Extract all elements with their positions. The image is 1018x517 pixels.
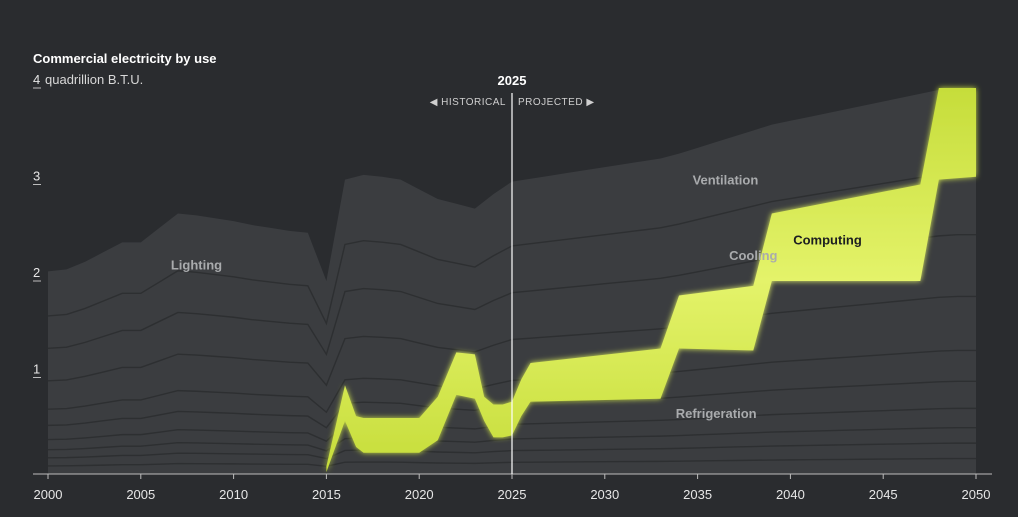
x-tick-label-2010: 2010 (219, 487, 248, 502)
area-label-cooling: Cooling (729, 248, 777, 263)
historical-label: ◀ HISTORICAL (430, 97, 506, 108)
divider-year-label: 2025 (498, 73, 527, 88)
x-tick-label-2025: 2025 (498, 487, 527, 502)
y-tick-label-3: 3 (33, 169, 40, 184)
x-tick-label-2015: 2015 (312, 487, 341, 502)
x-tick-label-2045: 2045 (869, 487, 898, 502)
x-tick-label-2030: 2030 (590, 487, 619, 502)
x-tick-label-2000: 2000 (34, 487, 63, 502)
area-label-lighting: Lighting (171, 257, 222, 272)
y-tick-label-1: 1 (33, 362, 40, 377)
x-tick-label-2020: 2020 (405, 487, 434, 502)
computing-area (326, 88, 976, 473)
highlight-layer (326, 88, 976, 473)
x-tick-label-2050: 2050 (962, 487, 991, 502)
projected-label: PROJECTED ▶ (518, 97, 595, 108)
area-label-computing: Computing (793, 232, 862, 247)
y-tick-label-4: 4 (33, 72, 40, 87)
y-unit-label: quadrillion B.T.U. (45, 72, 144, 87)
x-tick-label-2035: 2035 (683, 487, 712, 502)
labels-layer: Lighting Ventilation Cooling Computing Refri… (171, 173, 862, 422)
chart-title: Commercial electricity by use (33, 51, 217, 66)
area-label-refrigeration: Refrigeration (676, 406, 757, 421)
x-tick-label-2040: 2040 (776, 487, 805, 502)
y-tick-label-2: 2 (33, 265, 40, 280)
axes-layer: 2000 2005 2010 2015 2020 2025 2030 2035 2040 2045… (33, 72, 992, 502)
x-tick-label-2005: 2005 (126, 487, 155, 502)
area-label-ventilation: Ventilation (693, 173, 759, 188)
